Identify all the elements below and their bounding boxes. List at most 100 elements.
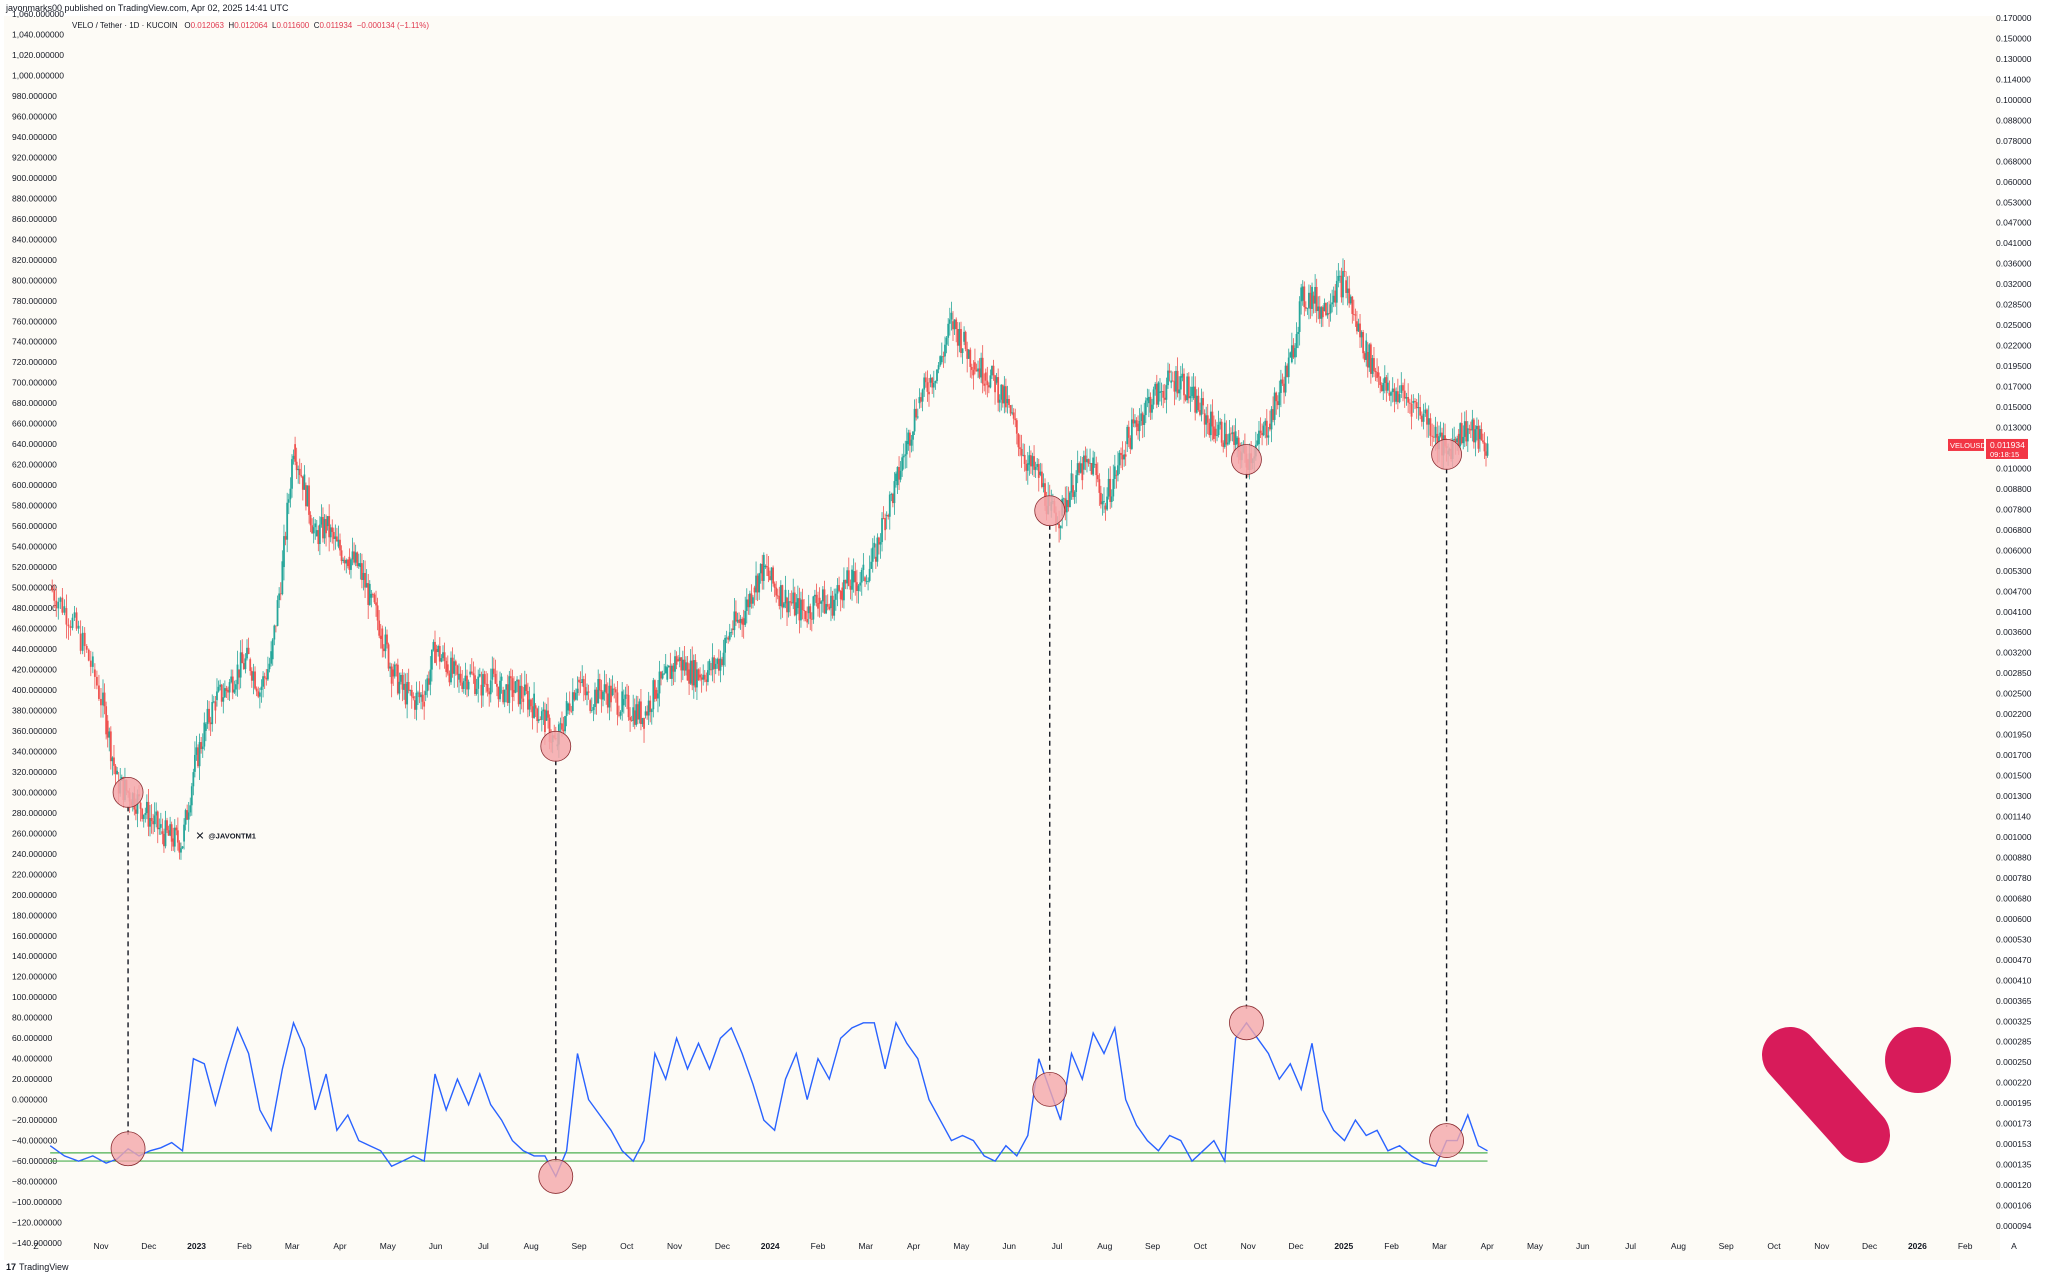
candle-body bbox=[1189, 396, 1192, 399]
candle-body bbox=[470, 671, 473, 674]
candle-body bbox=[505, 684, 508, 690]
watermark-handle: @JAVONTM1 bbox=[208, 831, 256, 840]
x-axis-label: Jul bbox=[1052, 1241, 1063, 1251]
left-axis-tick: 380.000000 bbox=[12, 705, 57, 715]
candle-body bbox=[899, 470, 902, 480]
candle-body bbox=[1278, 392, 1281, 406]
candle-body bbox=[1287, 357, 1290, 378]
candle-body bbox=[868, 568, 871, 581]
chart-area[interactable] bbox=[4, 16, 2000, 1260]
close-value: 0.011934 bbox=[319, 21, 353, 30]
tradingview-footer[interactable]: 17 TradingView bbox=[6, 1262, 69, 1272]
candle-body bbox=[1420, 415, 1423, 422]
x-axis-label: 2023 bbox=[187, 1241, 206, 1251]
candle-body bbox=[376, 605, 379, 621]
candle-body bbox=[1339, 275, 1341, 277]
left-axis-tick: 400.000000 bbox=[12, 685, 57, 695]
candle-body bbox=[831, 595, 834, 616]
candle-body bbox=[710, 669, 712, 671]
candle-body bbox=[1482, 440, 1484, 443]
candle-body bbox=[713, 657, 716, 669]
left-axis-tick: 20.000000 bbox=[12, 1074, 52, 1084]
right-axis-tick: 0.000880 bbox=[1996, 852, 2032, 862]
price-tag bbox=[1986, 438, 2028, 459]
candle-body bbox=[750, 593, 753, 604]
candle-body bbox=[958, 329, 961, 346]
left-axis-tick: 920.000000 bbox=[12, 152, 57, 162]
candle-body bbox=[367, 583, 370, 605]
candle-body bbox=[594, 689, 596, 708]
candle-body bbox=[153, 815, 156, 825]
candle-body bbox=[1234, 431, 1237, 445]
candle-body bbox=[952, 321, 954, 330]
candle-body bbox=[1130, 419, 1133, 449]
right-axis-tick: 0.088000 bbox=[1996, 115, 2032, 125]
left-axis-tick: 860.000000 bbox=[12, 214, 57, 224]
candle-body bbox=[1325, 302, 1327, 316]
candle-body bbox=[1101, 501, 1104, 505]
candle-body bbox=[167, 830, 170, 836]
price-bottom-circle bbox=[1231, 444, 1262, 475]
candle-body bbox=[667, 665, 670, 668]
candle-body bbox=[1155, 383, 1158, 405]
right-axis-tick: 0.007800 bbox=[1996, 504, 2032, 514]
left-axis-tick: −20.000000 bbox=[12, 1115, 57, 1125]
candle-body bbox=[1019, 447, 1021, 449]
candle-body bbox=[437, 646, 440, 653]
candle-body bbox=[1015, 420, 1018, 434]
candle-body bbox=[1079, 463, 1082, 473]
left-axis-tick: 800.000000 bbox=[12, 275, 57, 285]
candle-body bbox=[600, 689, 603, 700]
candle-body bbox=[762, 554, 765, 581]
right-axis-tick: 0.022000 bbox=[1996, 341, 2032, 351]
candle-body bbox=[459, 673, 462, 683]
candle-body bbox=[255, 688, 258, 692]
candle-body bbox=[1003, 386, 1006, 404]
candle-body bbox=[847, 570, 850, 586]
candle-body bbox=[881, 518, 883, 543]
candle-body bbox=[236, 664, 239, 685]
candle-body bbox=[1289, 352, 1292, 358]
candle-body bbox=[610, 685, 612, 703]
candle-body bbox=[823, 589, 826, 614]
candle-body bbox=[1342, 271, 1344, 298]
candle-body bbox=[775, 587, 778, 596]
left-axis-tick: 300.000000 bbox=[12, 787, 57, 797]
candle-body bbox=[268, 663, 271, 670]
candle-body bbox=[1226, 442, 1229, 445]
candle-body bbox=[1459, 423, 1462, 447]
candle-body bbox=[61, 597, 64, 613]
candle-body bbox=[836, 585, 839, 594]
candle-body bbox=[568, 703, 571, 711]
candle-body bbox=[975, 369, 978, 372]
candle-body bbox=[1286, 365, 1289, 378]
left-axis-tick: 1,060.000000 bbox=[12, 9, 64, 19]
candle-body bbox=[1317, 306, 1320, 312]
candle-body bbox=[964, 331, 967, 349]
candle-body bbox=[69, 626, 72, 628]
candle-body bbox=[509, 676, 512, 679]
candle-body bbox=[435, 648, 438, 653]
candle-body bbox=[178, 842, 181, 853]
candle-body bbox=[940, 356, 943, 363]
candle-body bbox=[275, 625, 277, 627]
candle-body bbox=[173, 827, 176, 847]
candle-body bbox=[1331, 302, 1334, 305]
candle-body bbox=[480, 684, 483, 696]
candle-body bbox=[373, 594, 376, 603]
candle-body bbox=[523, 684, 526, 696]
candle-body bbox=[647, 700, 650, 716]
candle-body bbox=[967, 349, 970, 359]
candle-body bbox=[294, 444, 296, 462]
candle-body bbox=[1121, 454, 1124, 460]
candle-body bbox=[1087, 459, 1090, 464]
candle-body bbox=[731, 628, 734, 631]
candle-body bbox=[977, 368, 979, 372]
oscillator-bottom-circle bbox=[538, 1159, 574, 1194]
candle-body bbox=[1283, 383, 1285, 393]
candle-body bbox=[308, 485, 310, 515]
candle-body bbox=[752, 597, 754, 604]
candle-body bbox=[317, 530, 320, 545]
right-axis-tick: 0.000094 bbox=[1996, 1221, 2032, 1231]
